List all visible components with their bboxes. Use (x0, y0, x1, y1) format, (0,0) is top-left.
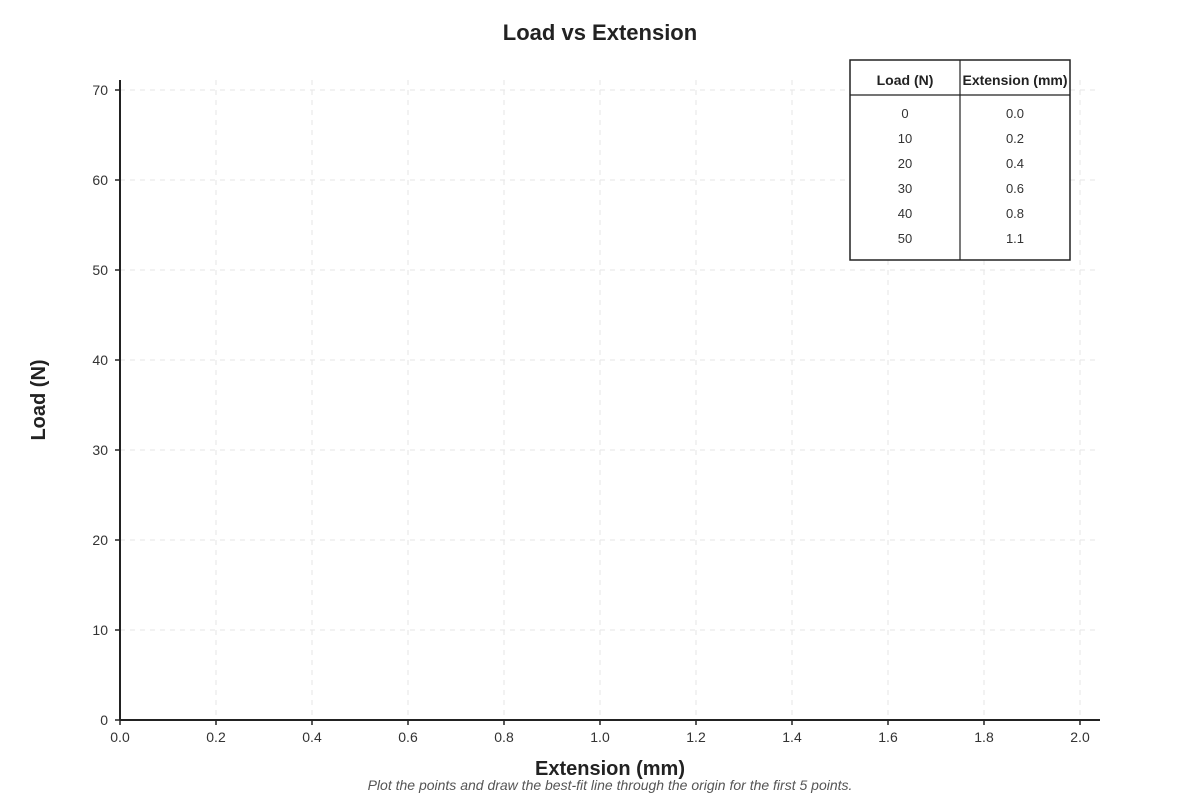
table-cell-load: 10 (898, 131, 912, 146)
x-tick-label: 0.0 (110, 729, 130, 745)
table-cell-extension: 1.1 (1006, 231, 1024, 246)
table-cell-extension: 0.4 (1006, 156, 1024, 171)
table-cell-load: 40 (898, 206, 912, 221)
table-cell-extension: 0.0 (1006, 106, 1024, 121)
y-tick-label: 40 (92, 352, 108, 368)
y-axis-label: Load (N) (28, 359, 50, 440)
table-cell-extension: 0.8 (1006, 206, 1024, 221)
table-cell-extension: 0.2 (1006, 131, 1024, 146)
y-tick-label: 20 (92, 532, 108, 548)
table-header-load: Load (N) (877, 72, 934, 88)
instruction-text: Plot the points and draw the best-fit li… (368, 777, 853, 793)
y-tick-label: 0 (100, 712, 108, 728)
x-tick-label: 0.2 (206, 729, 226, 745)
x-tick-label: 1.4 (782, 729, 802, 745)
x-tick-label: 1.0 (590, 729, 610, 745)
y-tick-label: 30 (92, 442, 108, 458)
table-cell-load: 20 (898, 156, 912, 171)
ticks-layer: 0.0 0.2 0.4 0.6 0.8 1.0 1.2 1.4 1.6 1.8 2.0 0 10 20 30… (92, 82, 1090, 745)
x-tick-label: 1.8 (974, 729, 994, 745)
table-cell-load: 50 (898, 231, 912, 246)
x-tick-label: 1.2 (686, 729, 706, 745)
x-axis-label: Extension (mm) (535, 758, 685, 780)
table-cell-extension: 0.6 (1006, 181, 1024, 196)
chart-title: Load vs Extension (503, 20, 697, 45)
table-cell-load: 30 (898, 181, 912, 196)
y-tick-label: 60 (92, 172, 108, 188)
x-tick-label: 0.6 (398, 729, 418, 745)
x-tick-label: 1.6 (878, 729, 898, 745)
y-tick-label: 10 (92, 622, 108, 638)
table-cell-load: 0 (901, 106, 908, 121)
grid-layer (120, 80, 1100, 720)
data-table: Load (N) Extension (mm) 0 0.0 10 0.2 20 … (849, 59, 1071, 261)
y-tick-label: 70 (92, 82, 108, 98)
x-tick-label: 2.0 (1070, 729, 1090, 745)
x-tick-label: 0.4 (302, 729, 322, 745)
y-tick-label: 50 (92, 262, 108, 278)
x-tick-label: 0.8 (494, 729, 514, 745)
axes-layer (119, 80, 1100, 721)
table-header-extension: Extension (mm) (962, 72, 1067, 88)
